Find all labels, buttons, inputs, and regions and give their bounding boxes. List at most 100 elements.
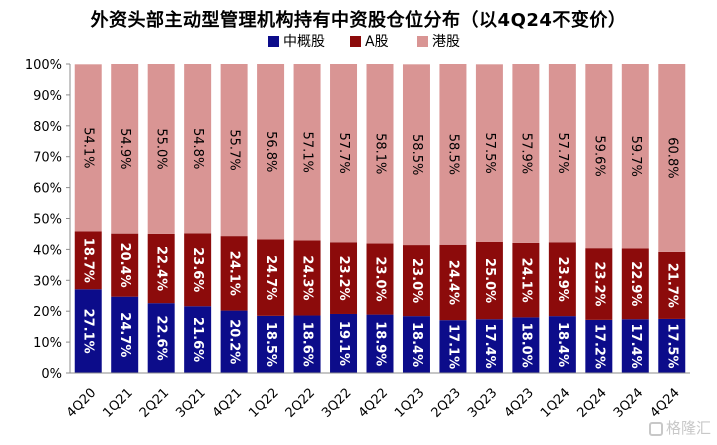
data-label: 18.5%: [263, 322, 278, 367]
data-label: 58.5%: [409, 134, 424, 175]
data-label: 54.9%: [117, 128, 132, 169]
data-label: 55.7%: [227, 129, 242, 170]
data-label: 57.9%: [518, 133, 533, 174]
data-label: 21.6%: [190, 317, 205, 362]
bar-segment: [621, 64, 649, 249]
data-label: 58.5%: [445, 134, 460, 175]
data-label: 18.9%: [373, 321, 388, 366]
bar-segment: [658, 318, 686, 373]
data-label: 19.1%: [336, 321, 351, 366]
bar-segment: [366, 243, 394, 315]
bar-segment: [74, 64, 102, 232]
x-tick-label: 4Q24: [647, 385, 682, 420]
data-label: 18.4%: [555, 322, 570, 367]
data-label: 23.9%: [555, 257, 570, 302]
bar-segment: [257, 315, 285, 373]
x-tick-label: 4Q21: [210, 385, 245, 420]
bar-segment: [658, 64, 686, 252]
bar-segment: [330, 64, 358, 243]
y-tick-label: 60%: [33, 182, 62, 197]
data-label: 18.0%: [518, 323, 533, 368]
x-tick-label: 3Q21: [173, 385, 208, 420]
data-label: 24.7%: [117, 312, 132, 357]
data-label: 27.1%: [81, 309, 96, 354]
bar-segment: [257, 64, 285, 240]
x-tick-label: 4Q23: [502, 385, 537, 420]
y-tick-label: 100%: [25, 58, 62, 73]
data-label: 55.0%: [154, 128, 169, 169]
data-label: 21.7%: [664, 263, 679, 308]
bar-segment: [585, 248, 613, 320]
bar-segment: [658, 251, 686, 319]
data-label: 56.8%: [263, 131, 278, 172]
data-label: 17.1%: [445, 324, 460, 369]
x-tick-label: 2Q21: [137, 385, 172, 420]
data-label: 54.1%: [81, 127, 96, 168]
bar-segment: [257, 239, 285, 316]
data-label: 23.6%: [190, 247, 205, 292]
legend-label-1: A股: [365, 34, 389, 50]
y-tick-label: 40%: [33, 243, 62, 258]
bar-segment: [439, 64, 467, 245]
data-label: 57.5%: [482, 132, 497, 173]
x-tick-label: 3Q24: [611, 385, 646, 420]
data-label: 24.1%: [518, 258, 533, 303]
bar-segment: [74, 289, 102, 373]
bar-segment: [475, 319, 503, 373]
bar-segment: [366, 64, 394, 244]
data-label: 57.7%: [336, 132, 351, 173]
bar-segment: [548, 242, 576, 317]
x-tick-label: 1Q24: [538, 385, 573, 420]
bar-segment: [439, 244, 467, 321]
data-label: 24.4%: [445, 260, 460, 305]
legend-swatch-0: [268, 36, 279, 47]
bar-segment: [111, 296, 139, 373]
bar-segment: [512, 242, 540, 318]
bar-segment: [366, 314, 394, 373]
data-label: 24.3%: [300, 255, 315, 300]
data-label: 20.2%: [227, 319, 242, 364]
y-tick-label: 90%: [33, 89, 62, 104]
bar-segment: [74, 231, 102, 290]
data-label: 22.6%: [154, 316, 169, 361]
bar-segment: [147, 233, 175, 304]
data-label: 23.2%: [591, 261, 606, 306]
bar-segment: [293, 240, 321, 316]
data-label: 24.1%: [227, 251, 242, 296]
bar-segment: [548, 316, 576, 373]
data-label: 23.0%: [373, 257, 388, 302]
legend-swatch-1: [350, 36, 361, 47]
bar-segment: [111, 64, 139, 234]
y-tick-label: 70%: [33, 151, 62, 166]
legend-label-0: 中概股: [283, 34, 325, 50]
data-label: 22.9%: [628, 261, 643, 306]
data-label: 17.5%: [664, 323, 679, 368]
data-label: 57.1%: [300, 132, 315, 173]
data-label: 60.8%: [664, 137, 679, 178]
bar-segment: [220, 310, 248, 373]
data-label: 18.6%: [300, 322, 315, 367]
bar-segment: [621, 319, 649, 373]
x-tick-label: 2Q23: [429, 385, 464, 420]
bar-segment: [147, 64, 175, 234]
data-label: 17.2%: [591, 324, 606, 369]
bar-segment: [220, 64, 248, 237]
x-tick-label: 4Q22: [356, 385, 391, 420]
watermark: 格隆汇: [648, 417, 711, 438]
data-label: 18.4%: [409, 322, 424, 367]
bar-segment: [475, 64, 503, 242]
data-label: 54.8%: [190, 128, 205, 169]
bar-segment: [512, 317, 540, 373]
bar-segment: [548, 64, 576, 243]
x-tick-label: 3Q23: [465, 385, 500, 420]
bar-segment: [147, 303, 175, 373]
x-tick-label: 2Q24: [574, 385, 609, 420]
chart-title: 外资头部主动型管理机构持有中资股仓位分布（以4Q24不变价）: [90, 10, 627, 31]
y-tick-label: 0%: [41, 367, 62, 382]
bar-segment: [184, 306, 212, 373]
x-tick-label: 3Q22: [319, 385, 354, 420]
legend-swatch-2: [417, 36, 428, 47]
x-tick-label: 1Q23: [392, 385, 427, 420]
y-tick-label: 30%: [33, 274, 62, 289]
